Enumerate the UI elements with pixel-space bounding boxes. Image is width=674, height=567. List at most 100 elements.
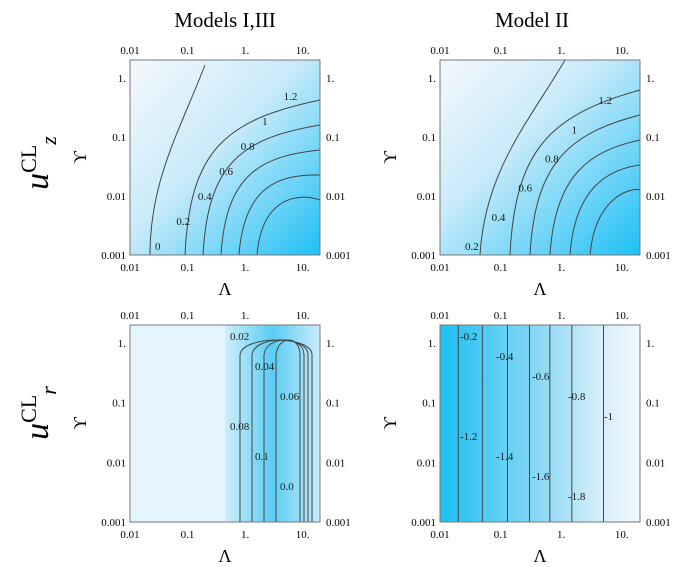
- panel-1-y-tick-left-0: 0.001: [411, 250, 436, 262]
- panel-2-x-tick-top-0: 0.01: [120, 310, 139, 322]
- panel-1-x-axis-label: Λ: [533, 279, 546, 299]
- panel-3-y-tick-left-3: 1.: [428, 338, 437, 350]
- panel-1-y-tick-left-3: 1.: [428, 73, 437, 85]
- panel-0-contour-label-1: 0.2: [176, 216, 190, 228]
- panel-0-contour-3: [220, 149, 321, 256]
- panel-1-field: [440, 60, 640, 255]
- panel-3-x-axis-label: Λ: [533, 546, 546, 566]
- panel-0-contour-1: [184, 99, 321, 256]
- panel-3-contour-label-1: -0.4: [496, 351, 514, 363]
- panel-1-x-tick-bottom-2: 1.: [557, 262, 566, 274]
- panel-0-contour-4: [238, 174, 321, 256]
- panel-2-x-tick-top-3: 10.: [296, 310, 310, 322]
- panel-2-x-tick-bottom-1: 0.1: [181, 529, 195, 541]
- panel-3-y-tick-left-2: 0.1: [422, 398, 436, 410]
- panel-1-contour-label-1: 0.4: [492, 212, 506, 224]
- panel-2-y-tick-left-1: 0.01: [107, 457, 126, 469]
- panel-0-x-tick-bottom-3: 10.: [296, 262, 310, 274]
- panel-0-y-axis-label: ϒ: [70, 150, 90, 164]
- panel-2-contour-3: [275, 339, 301, 522]
- panel-0-x-tick-bottom-0: 0.01: [120, 262, 139, 274]
- panel-1-y-axis-label: ϒ: [380, 150, 400, 164]
- panel-1-x-tick-top-2: 1.: [557, 45, 566, 57]
- panel-2-x-tick-bottom-0: 0.01: [120, 529, 139, 541]
- panel-0-contour-label-3: 0.6: [219, 166, 233, 178]
- panel-0-x-tick-top-3: 10.: [296, 45, 310, 57]
- panel-0-x-tick-bottom-2: 1.: [241, 262, 250, 274]
- panel-0-y-tick-right-3: 1.: [326, 73, 335, 85]
- panel-0-y-tick-left-0: 0.001: [101, 250, 126, 262]
- panel-3-contour-label-2: -0.6: [532, 371, 550, 383]
- panel-0-contour-label-0: 0: [155, 241, 161, 253]
- panel-0-x-axis-label: Λ: [218, 279, 231, 299]
- panel-2-y-tick-right-3: 1.: [326, 338, 335, 350]
- panel-1-contour-0: [479, 59, 566, 256]
- panel-2-frame: [129, 324, 321, 523]
- panel-0-y-tick-right-2: 0.1: [326, 132, 340, 144]
- panel-1-x-tick-bottom-0: 0.01: [430, 262, 449, 274]
- panel-3-x-tick-bottom-2: 1.: [557, 529, 566, 541]
- panel-3-y-tick-left-0: 0.001: [411, 517, 436, 529]
- panel-3-x-tick-top-1: 0.1: [494, 310, 508, 322]
- panel-2-region: [130, 325, 225, 522]
- panel-3-y-tick-left-1: 0.01: [417, 457, 436, 469]
- panel-0-x-tick-top-2: 1.: [241, 45, 250, 57]
- panel-1-contour-label-0: 0.2: [465, 241, 479, 253]
- panel-0-contour-0: [149, 64, 206, 256]
- panel-3-y-axis-label: ϒ: [380, 416, 400, 430]
- panel-0-y-tick-right-1: 0.01: [326, 191, 345, 203]
- panel-1-frame: [439, 59, 641, 256]
- panel-2-x-tick-bottom-3: 10.: [296, 529, 310, 541]
- panel-3-contour-label-3: -0.8: [568, 391, 586, 403]
- panel-1-contour-label-3: 0.8: [545, 154, 559, 166]
- panel-3-contour-label-4: -1: [604, 411, 613, 423]
- panel-2-x-tick-bottom-2: 1.: [241, 529, 250, 541]
- panel-0-y-tick-right-0: 0.001: [326, 250, 351, 262]
- panel-1-y-tick-right-0: 0.001: [646, 250, 671, 262]
- panel-2-contour-label-0: 0.02: [230, 331, 249, 343]
- panel-2-x-axis-label: Λ: [218, 546, 231, 566]
- panel-0-contour-5: [256, 196, 321, 256]
- panel-2-y-axis-label: ϒ: [70, 416, 90, 430]
- panel-0-x-tick-top-0: 0.01: [120, 45, 139, 57]
- panel-2-y-tick-right-2: 0.1: [326, 398, 340, 410]
- panel-3-contour-label-6: -1.4: [496, 451, 514, 463]
- panel-3-x-tick-bottom-0: 0.01: [430, 529, 449, 541]
- panel-1-y-tick-right-3: 1.: [646, 73, 655, 85]
- panel-1-contour-4: [569, 164, 641, 256]
- panel-1-x-tick-bottom-3: 10.: [615, 262, 629, 274]
- panel-1-contour-3: [549, 139, 641, 256]
- panel-3-field: [440, 325, 640, 522]
- panel-0-y-tick-left-2: 0.1: [112, 132, 126, 144]
- panel-2-y-tick-left-2: 0.1: [112, 398, 126, 410]
- column-title-models-1-3: Models I,III: [174, 8, 276, 32]
- panel-0-x-tick-bottom-1: 0.1: [181, 262, 195, 274]
- panel-3-x-tick-top-2: 1.: [557, 310, 566, 322]
- column-title-model-2: Model II: [494, 8, 570, 32]
- panel-2-contour-label-3: 0.08: [230, 421, 250, 433]
- panel-1-x-tick-top-0: 0.01: [430, 45, 449, 57]
- panel-0-y-tick-left-1: 0.01: [107, 191, 126, 203]
- panel-3-contour-label-8: -1.8: [568, 491, 586, 503]
- panel-2-y-tick-right-0: 0.001: [326, 517, 351, 529]
- panel-2-x-tick-top-2: 1.: [241, 310, 250, 322]
- panel-0-y-tick-left-3: 1.: [118, 73, 127, 85]
- panel-0-x-tick-top-1: 0.1: [181, 45, 195, 57]
- panel-3-y-tick-right-2: 0.1: [646, 398, 660, 410]
- panel-1-contour-2: [529, 114, 641, 256]
- panel-0-contour-label-4: 0.8: [241, 141, 255, 153]
- panel-1-contour-5: [589, 189, 641, 256]
- panel-1-contour-label-5: 1.2: [598, 95, 612, 107]
- panel-1-y-tick-left-1: 0.01: [417, 191, 436, 203]
- panel-1-x-tick-top-1: 0.1: [494, 45, 508, 57]
- panel-0-contour-label-2: 0.4: [198, 191, 212, 203]
- panel-2-contour-label-2: 0.06: [280, 391, 300, 403]
- panel-0-contour-label-6: 1.2: [284, 91, 298, 103]
- panel-1-y-tick-left-2: 0.1: [422, 132, 436, 144]
- panel-2-y-tick-right-1: 0.01: [326, 457, 345, 469]
- panel-2-contour-label-5: 0.0: [280, 481, 294, 493]
- panel-3-y-tick-right-1: 0.01: [646, 457, 665, 469]
- panel-3-contour-label-0: -0.2: [460, 331, 477, 343]
- panel-3-x-tick-top-3: 10.: [615, 310, 629, 322]
